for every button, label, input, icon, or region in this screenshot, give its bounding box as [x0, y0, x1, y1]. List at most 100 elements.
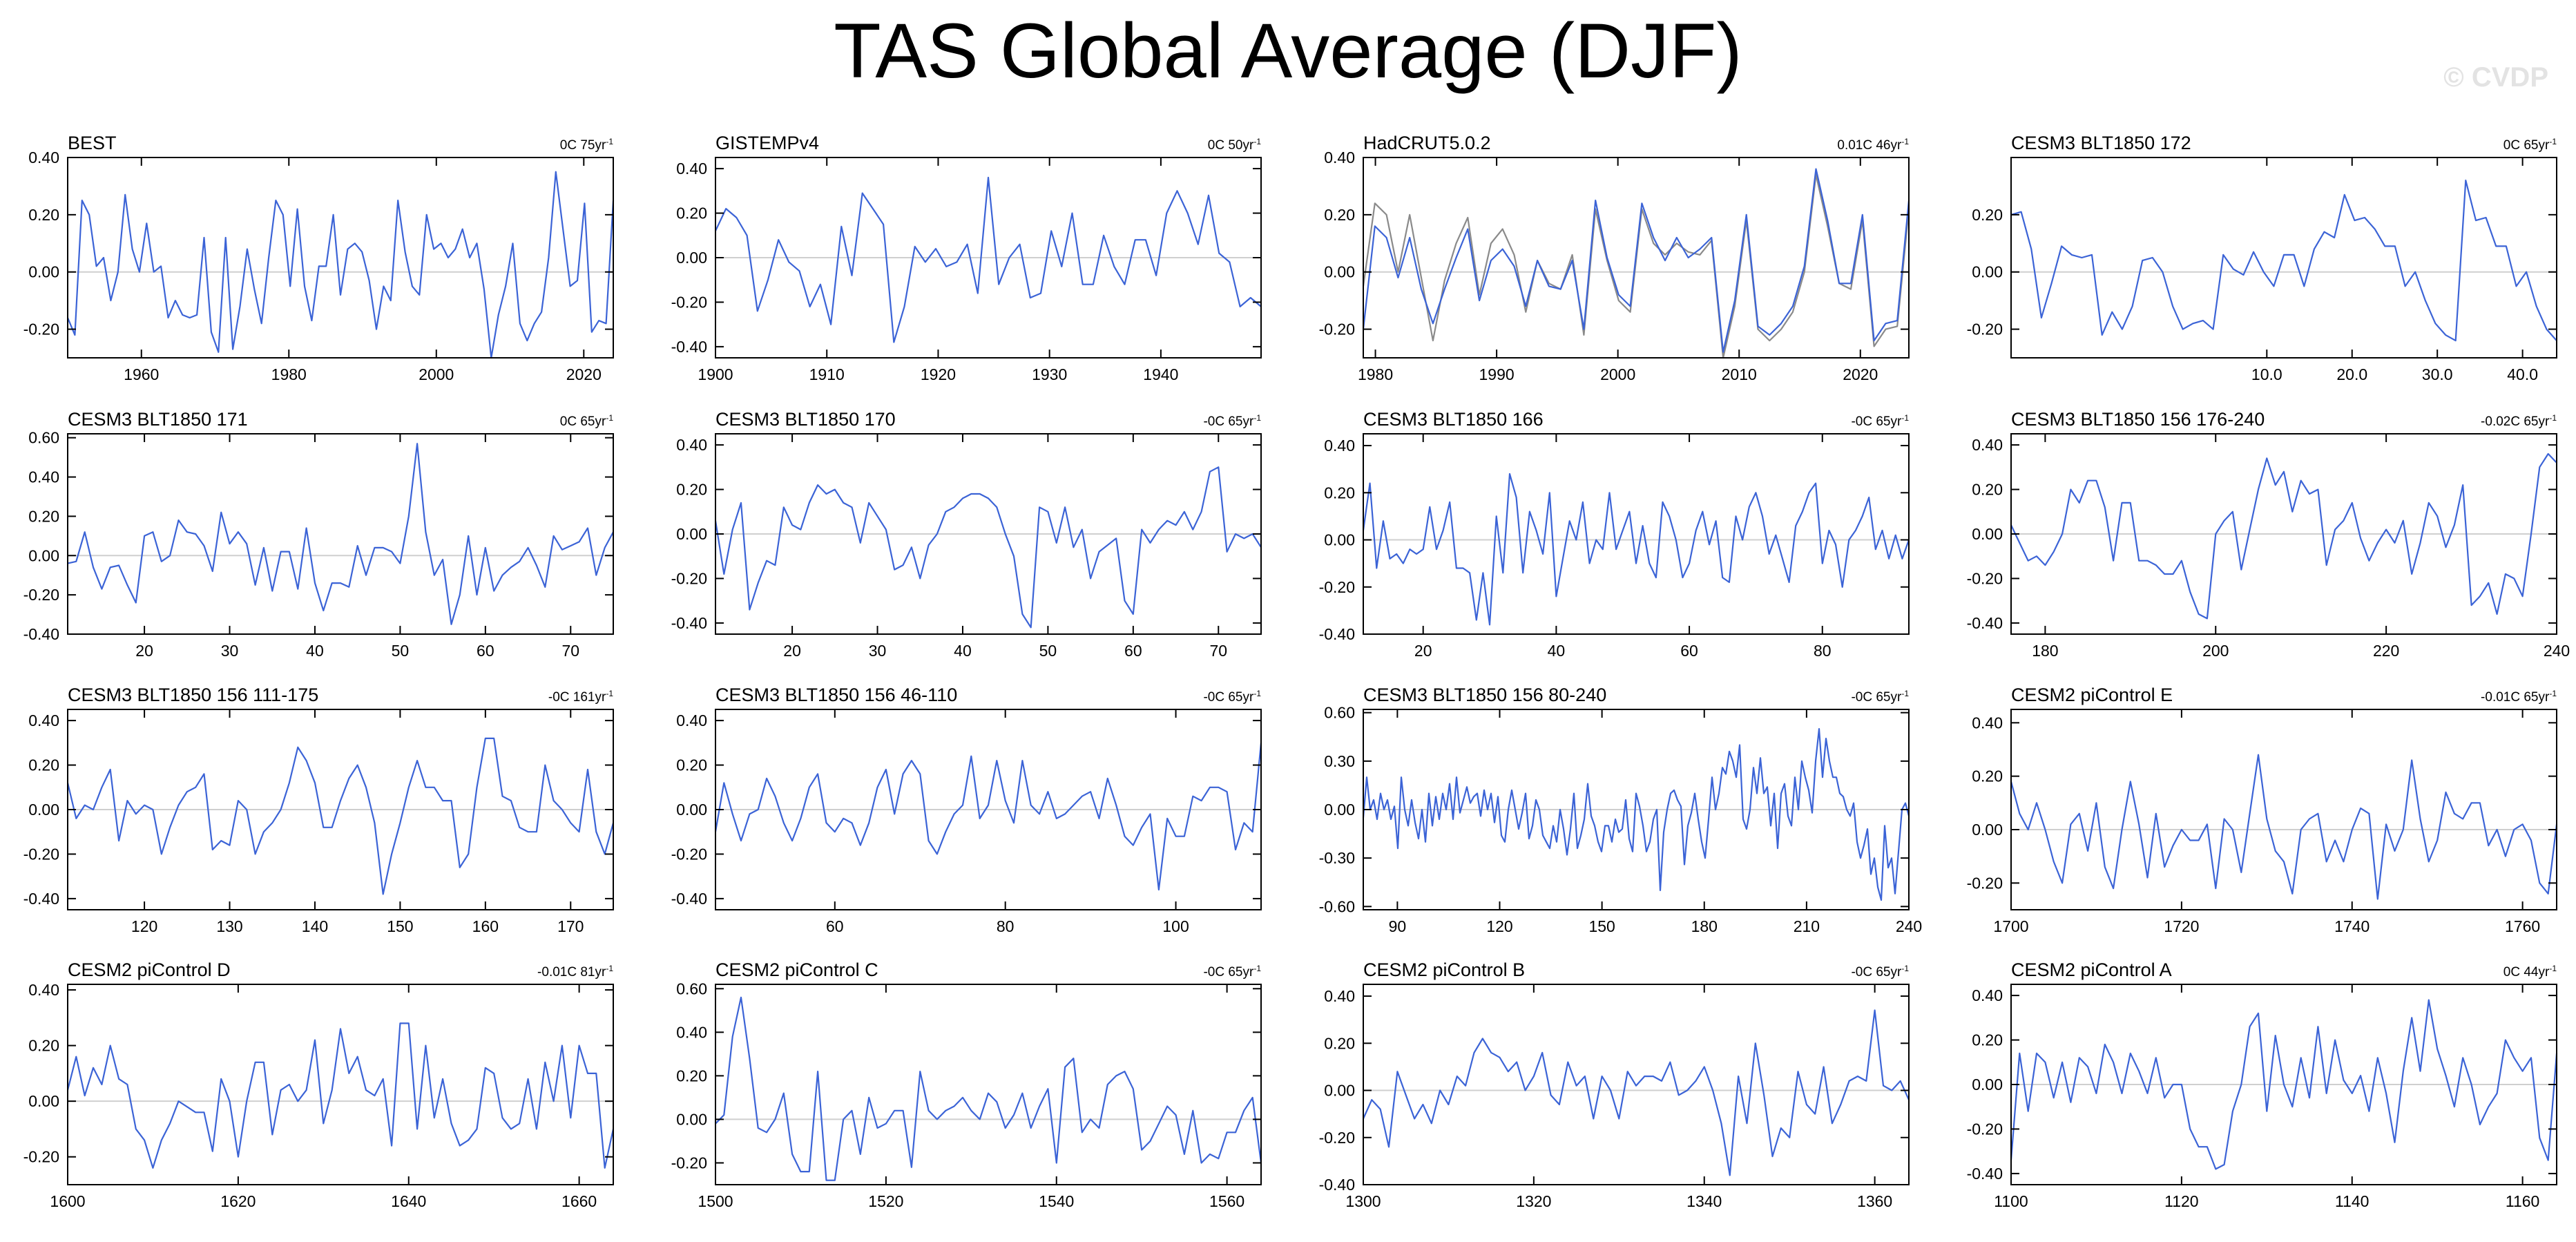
- y-tick-label: 0.00: [1324, 263, 1355, 281]
- panel-annotation: 0C 65yr-1: [2503, 137, 2557, 153]
- plot-frame: [715, 984, 1262, 1185]
- y-tick-label: 0.00: [676, 249, 707, 267]
- panel-title: CESM2 piControl A: [2011, 959, 2172, 980]
- x-tick-label: 210: [1794, 917, 1820, 935]
- x-tick-label: 2010: [1722, 365, 1757, 383]
- y-tick-label: 0.20: [28, 1037, 59, 1055]
- panel-title: GISTEMPv4: [715, 133, 819, 153]
- figure-title: TAS Global Average (DJF): [834, 8, 1742, 94]
- x-tick-label: 100: [1162, 917, 1189, 935]
- series-line: [1362, 1009, 1910, 1176]
- x-tick-label: 40: [306, 642, 324, 660]
- x-tick-label: 30: [221, 642, 239, 660]
- x-tick-label: 1980: [1358, 365, 1393, 383]
- x-tick-label: 2020: [1843, 365, 1878, 383]
- panel-annotation: -0.02C 65yr-1: [2481, 413, 2557, 429]
- y-tick-label: 0.60: [28, 429, 59, 447]
- y-tick-label: 0.00: [1324, 531, 1355, 549]
- panel-title: CESM2 piControl B: [1363, 959, 1525, 980]
- y-tick-label: 0.20: [1972, 1031, 2003, 1049]
- y-tick-label: 0.00: [28, 263, 59, 281]
- y-tick-label: -0.20: [671, 1154, 707, 1172]
- series-line: [1362, 168, 1910, 353]
- x-tick-label: 1600: [50, 1192, 85, 1210]
- x-tick-label: 1540: [1039, 1192, 1074, 1210]
- chart-panel: HadCRUT5.0.2 0.01C 46yr-1 -0.20 0.00 0.20 0.4…: [1319, 133, 1910, 383]
- y-tick-label: -0.20: [671, 569, 707, 587]
- chart-panel: CESM2 piControl C -0C 65yr-1 -0.20 0.00 0.20…: [671, 959, 1262, 1210]
- panel-annotation: -0C 65yr-1: [1203, 964, 1261, 980]
- y-tick-label: 0.00: [1972, 263, 2003, 281]
- panel-title: CESM3 BLT1850 170: [715, 409, 896, 430]
- panel-annotation: 0C 75yr-1: [560, 137, 614, 153]
- panel-title: CESM3 BLT1850 171: [68, 409, 248, 430]
- y-tick-label: -0.40: [23, 625, 59, 643]
- y-tick-label: 0.00: [676, 1110, 707, 1128]
- panel-annotation: -0C 65yr-1: [1851, 413, 1909, 429]
- series-line: [66, 171, 615, 359]
- y-tick-label: -0.20: [1319, 578, 1355, 596]
- panel-annotation: -0C 65yr-1: [1203, 413, 1261, 429]
- x-tick-label: 1660: [561, 1192, 597, 1210]
- x-tick-label: 80: [997, 917, 1015, 935]
- x-tick-label: 1980: [271, 365, 307, 383]
- y-tick-label: 0.20: [28, 756, 59, 774]
- y-tick-label: 0.20: [1324, 1034, 1355, 1052]
- chart-panel: CESM3 BLT1850 172 0C 65yr-1 -0.20 0.00 0.20 1…: [1967, 133, 2557, 383]
- x-tick-label: 20: [1414, 642, 1432, 660]
- x-tick-label: 240: [2544, 642, 2570, 660]
- x-tick-label: 20.0: [2336, 365, 2367, 383]
- y-tick-label: 0.20: [1972, 481, 2003, 499]
- x-tick-label: 1990: [1479, 365, 1515, 383]
- chart-panel: CESM3 BLT1850 156 46-110 -0C 65yr-1 -0.40 -…: [671, 685, 1262, 935]
- series-line: [714, 743, 1262, 891]
- panel-title: HadCRUT5.0.2: [1363, 133, 1491, 153]
- x-tick-label: 1720: [2164, 917, 2199, 935]
- x-tick-label: 1640: [391, 1192, 426, 1210]
- x-tick-label: 60: [477, 642, 494, 660]
- y-tick-label: 0.40: [1972, 436, 2003, 454]
- plot-frame: [2010, 157, 2557, 359]
- panel-title: BEST: [68, 133, 117, 153]
- chart-panel: CESM3 BLT1850 170 -0C 65yr-1 -0.40 -0.20 0.0…: [671, 409, 1262, 660]
- y-tick-label: -0.40: [671, 890, 707, 908]
- y-tick-label: 0.00: [28, 801, 59, 819]
- panel-annotation: -0.01C 81yr-1: [537, 964, 613, 980]
- panel-title: CESM3 BLT1850 172: [2011, 133, 2191, 153]
- series-line: [67, 443, 614, 625]
- y-tick-label: -0.20: [23, 845, 59, 863]
- y-tick-label: 0.40: [676, 711, 707, 729]
- x-tick-label: 30: [869, 642, 887, 660]
- series-line: [1362, 472, 1910, 626]
- chart-panel: CESM3 BLT1850 166 -0C 65yr-1 -0.40 -0.20 0.0…: [1319, 409, 1910, 660]
- series-line: [715, 176, 1262, 343]
- panel-annotation: -0.01C 65yr-1: [2481, 689, 2557, 705]
- plot-frame: [67, 984, 614, 1185]
- y-tick-label: -0.40: [1319, 625, 1355, 643]
- x-tick-label: 30.0: [2422, 365, 2453, 383]
- series-line: [2010, 999, 2558, 1170]
- panel-annotation: 0C 44yr-1: [2503, 964, 2557, 980]
- x-tick-label: 120: [131, 917, 157, 935]
- series-line: [2010, 452, 2557, 620]
- panel-title: CESM2 piControl C: [715, 959, 878, 980]
- x-tick-label: 1120: [2164, 1192, 2198, 1210]
- x-tick-label: 80: [1814, 642, 1832, 660]
- x-tick-label: 10.0: [2251, 365, 2282, 383]
- y-tick-label: 0.40: [28, 711, 59, 729]
- x-tick-label: 50: [1039, 642, 1057, 660]
- x-tick-label: 1930: [1032, 365, 1067, 383]
- chart-panel: CESM3 BLT1850 171 0C 65yr-1 -0.40 -0.20 0.00…: [23, 409, 614, 660]
- x-tick-label: 20: [135, 642, 153, 660]
- chart-panel: CESM3 BLT1850 156 80-240 -0C 65yr-1 -0.60 -…: [1319, 685, 1923, 935]
- chart-panel: BEST 0C 75yr-1 -0.20 0.00 0.20 0.40 1960 1980 20…: [23, 133, 615, 383]
- plot-frame: [67, 433, 614, 635]
- series-line: [715, 996, 1262, 1181]
- y-tick-label: 0.40: [1324, 987, 1355, 1005]
- series-line: [66, 737, 615, 895]
- panel-annotation: 0C 65yr-1: [560, 413, 614, 429]
- x-tick-label: 1760: [2505, 917, 2540, 935]
- x-tick-label: 150: [1588, 917, 1615, 935]
- x-tick-label: 1960: [124, 365, 159, 383]
- y-tick-label: 0.00: [676, 525, 707, 543]
